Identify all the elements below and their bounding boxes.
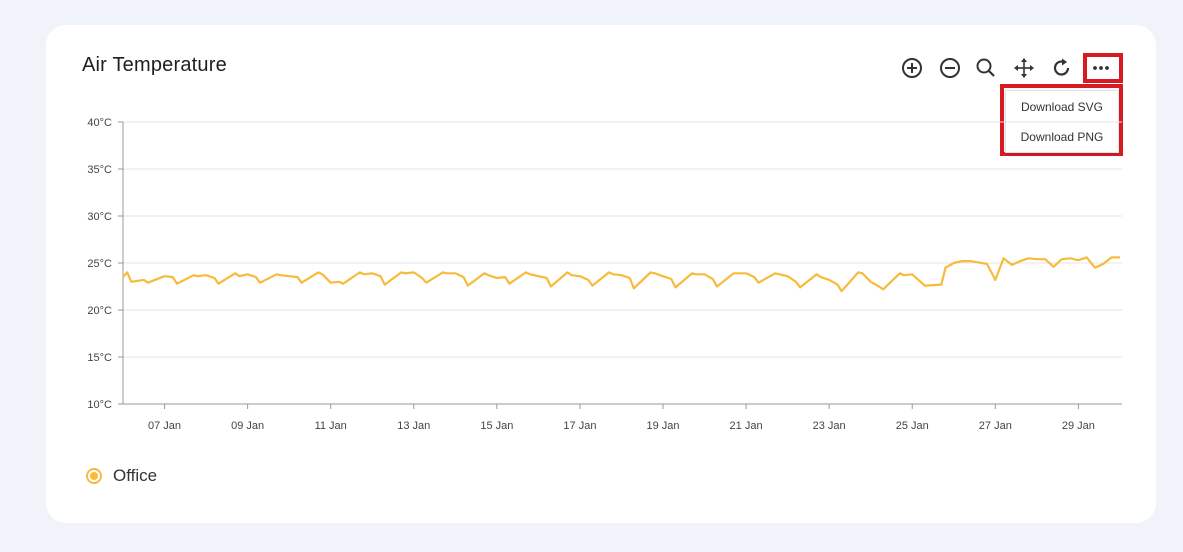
more-button-highlight [1083, 53, 1123, 83]
download-svg-item[interactable]: Download SVG [1020, 100, 1104, 114]
x-tick-label: 27 Jan [979, 420, 1012, 432]
x-tick-label: 13 Jan [397, 420, 430, 432]
y-tick-label: 15°C [87, 352, 112, 364]
search-icon[interactable] [973, 55, 999, 81]
x-tick-label: 09 Jan [231, 420, 264, 432]
y-tick-label: 20°C [87, 305, 112, 317]
y-tick-label: 25°C [87, 258, 112, 270]
menu-highlight [1000, 84, 1123, 156]
zoom-out-icon[interactable] [937, 55, 963, 81]
x-tick-label: 17 Jan [563, 420, 596, 432]
x-tick-label: 15 Jan [480, 420, 513, 432]
download-png-item[interactable]: Download PNG [1020, 130, 1104, 144]
series-line-office [122, 256, 1120, 293]
y-tick-label: 30°C [87, 211, 112, 223]
x-tick-label: 11 Jan [315, 420, 347, 432]
y-tick-label: 10°C [87, 399, 112, 411]
y-tick-label: 40°C [87, 117, 112, 129]
legend-marker [86, 468, 102, 484]
more-icon[interactable] [1088, 55, 1114, 81]
chart-title: Air Temperature [82, 54, 227, 76]
legend[interactable]: Office [86, 466, 157, 486]
x-tick-label: 21 Jan [730, 420, 763, 432]
x-tick-label: 25 Jan [896, 420, 929, 432]
reset-icon[interactable] [1049, 55, 1075, 81]
x-tick-label: 23 Jan [813, 420, 846, 432]
x-tick-label: 29 Jan [1062, 420, 1095, 432]
y-tick-label: 35°C [87, 164, 112, 176]
zoom-in-icon[interactable] [899, 55, 925, 81]
pan-icon[interactable] [1011, 55, 1037, 81]
x-tick-label: 19 Jan [646, 420, 679, 432]
legend-label-office: Office [113, 466, 158, 485]
x-tick-label: 07 Jan [148, 420, 181, 432]
chart-card [46, 25, 1156, 523]
